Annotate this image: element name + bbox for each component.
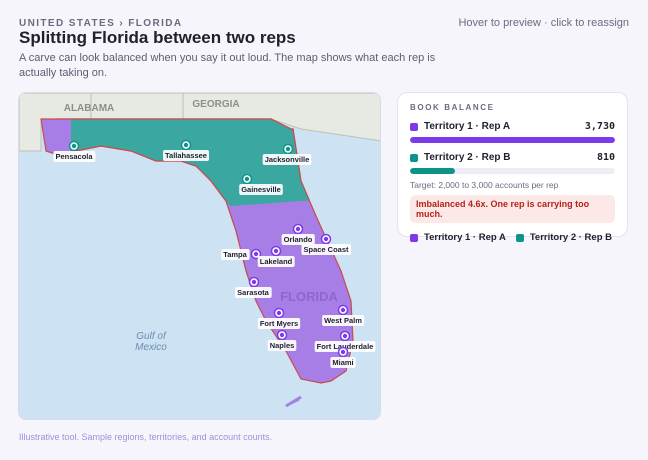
city-dot-core	[295, 226, 301, 232]
state-label: FLORIDA	[280, 289, 338, 304]
city-label-bg	[257, 256, 295, 267]
bar-track	[410, 137, 615, 143]
city-label-bg	[239, 184, 283, 195]
city-label-bg	[235, 287, 272, 298]
rep-list: Territory 1 · Rep A 3,730 Territory 2 · Re…	[410, 121, 615, 174]
rep-name: Territory 1 · Rep A	[424, 121, 511, 132]
city-dot-core	[340, 349, 346, 355]
city-label: Sarasota	[237, 288, 270, 297]
swatch	[515, 233, 524, 242]
legend: Territory 1 · Rep A Territory 2 · Rep B	[410, 232, 615, 243]
subtitle: A carve can look balanced when you say i…	[19, 52, 436, 79]
city-label-bg	[53, 151, 96, 162]
city-dot-core	[244, 176, 250, 182]
city-label: Lakeland	[260, 257, 293, 266]
city-dot-core	[323, 236, 329, 242]
breadcrumb: UNITED STATES › FLORIDA	[19, 18, 183, 29]
city-label: Fort Lauderdale	[317, 342, 374, 351]
city-label-bg	[281, 234, 315, 245]
cities: Pensacola Tallahassee Jacksonville Gainesvi…	[53, 139, 376, 368]
city-label: Pensacola	[55, 152, 93, 161]
city-label: Naples	[270, 341, 295, 350]
city-label-bg	[257, 318, 301, 329]
hint: Hover to preview · click to reassign	[458, 17, 629, 29]
legend-label: Territory 2 · Rep B	[529, 232, 613, 243]
keys	[285, 395, 302, 408]
city-dot-core	[340, 307, 346, 313]
city-label: Fort Myers	[260, 319, 298, 328]
map[interactable]: ALABAMA GEORGIA FLORIDA Gulf of Mexico Pe…	[18, 92, 381, 420]
target: Target: 2,000 to 3,000 accounts per rep	[410, 180, 559, 190]
rep-row: Territory 1 · Rep A 3,730	[410, 121, 615, 132]
city-dot-core	[251, 279, 257, 285]
city-label-bg	[267, 340, 297, 351]
city-label-bg	[330, 357, 356, 368]
state-label: ALABAMA	[64, 103, 115, 114]
water-label: Gulf of Mexico	[135, 331, 167, 353]
city-dot-core	[279, 332, 285, 338]
city-dot-core	[71, 143, 77, 149]
panel-title: BOOK BALANCE	[410, 103, 495, 112]
city-label-bg	[262, 154, 312, 165]
city-label-bg	[163, 150, 209, 161]
bar-track	[410, 168, 615, 174]
city-label-bg	[314, 341, 376, 352]
city-label: Tallahassee	[165, 151, 207, 160]
city-dot-core	[183, 142, 189, 148]
city-dot-core	[253, 251, 259, 257]
swatch	[410, 153, 418, 162]
city-dot-core	[276, 310, 282, 316]
city-label: West Palm	[324, 316, 362, 325]
footer: Illustrative tool. Sample regions, terri…	[19, 432, 273, 442]
rep-count: 810	[596, 152, 615, 163]
rep-name: Territory 2 · Rep B	[424, 152, 511, 163]
city-dot-core	[342, 333, 348, 339]
bar	[410, 137, 615, 143]
state-label: GEORGIA	[192, 99, 239, 110]
city-label: Jacksonville	[265, 155, 310, 164]
balance-panel: BOOK BALANCE Territory 1 · Rep A 3,730 Ter…	[397, 92, 628, 243]
page-title: Splitting Florida between two reps	[19, 28, 296, 47]
bar	[410, 168, 455, 174]
city-dot-core	[273, 248, 279, 254]
swatch	[410, 233, 418, 242]
swatch	[410, 122, 418, 131]
city-label: Gainesville	[241, 185, 281, 194]
warning: Imbalanced 4.6x. One rep is carrying too…	[410, 195, 615, 223]
city-label-bg	[221, 249, 250, 260]
city-label: Tampa	[223, 250, 247, 259]
map-svg: ALABAMA GEORGIA FLORIDA Gulf of Mexico Pe…	[19, 93, 380, 419]
city-label: Space Coast	[303, 245, 349, 254]
legend-item[interactable]: Territory 2 · Rep B	[515, 232, 613, 243]
rep-count: 3,730	[584, 121, 615, 132]
city-label-bg	[322, 315, 365, 326]
legend-label: Territory 1 · Rep A	[424, 232, 506, 243]
city-label-bg	[301, 244, 352, 255]
city-label: Miami	[332, 358, 353, 367]
legend-item[interactable]: Territory 1 · Rep A	[410, 232, 506, 243]
city-dot-core	[285, 146, 291, 152]
city-label: Orlando	[284, 235, 313, 244]
rep-row: Territory 2 · Rep B 810	[410, 152, 615, 163]
